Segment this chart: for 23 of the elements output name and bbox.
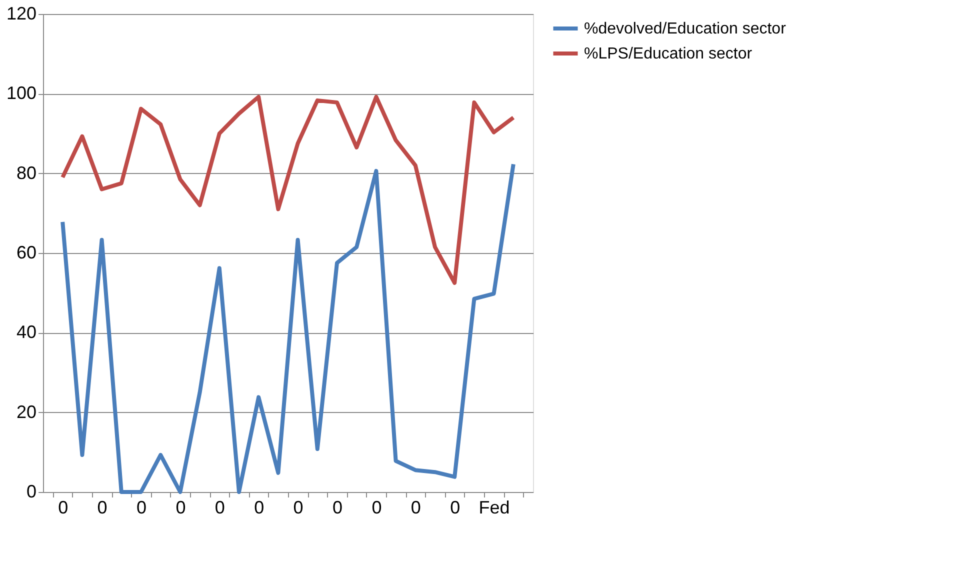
line-series bbox=[60, 94, 516, 285]
y-tick-label: 60 bbox=[16, 242, 36, 262]
x-tick-label: 0 bbox=[97, 498, 108, 518]
x-tick-label: 0 bbox=[214, 498, 225, 518]
x-tick-label: 0 bbox=[136, 498, 147, 518]
y-tick-label: 120 bbox=[6, 4, 36, 24]
x-tick-label: 0 bbox=[176, 498, 186, 518]
x-tick-label: 0 bbox=[410, 498, 421, 518]
x-tick-label: 0 bbox=[58, 498, 68, 518]
y-tick-label: 40 bbox=[16, 322, 36, 342]
x-tick-label: 0 bbox=[332, 498, 343, 518]
y-tick-label: 100 bbox=[6, 83, 36, 104]
x-tick-label: 0 bbox=[372, 498, 382, 518]
x-tick-label: 0 bbox=[450, 498, 460, 518]
y-tick-label: 80 bbox=[16, 162, 36, 183]
y-tick-label: 0 bbox=[26, 482, 36, 502]
legend-label: %devolved/Education sector bbox=[584, 20, 787, 38]
line-series bbox=[60, 162, 516, 494]
y-tick-label: 20 bbox=[16, 402, 36, 422]
legend-label: %LPS/Education sector bbox=[584, 46, 753, 62]
x-tick-label: Fed bbox=[478, 498, 510, 518]
x-tick-label: 0 bbox=[293, 498, 304, 518]
x-tick-label: 0 bbox=[254, 498, 264, 518]
